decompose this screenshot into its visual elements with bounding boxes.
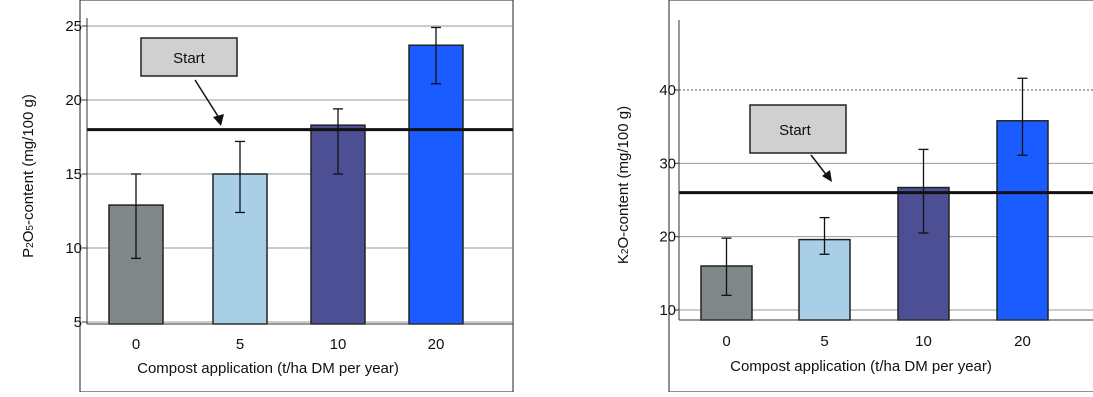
left-y-tick-label: 25 xyxy=(65,18,82,35)
chart-left-x-ticks: 0 5 10 20 xyxy=(132,336,445,353)
right-y-tick-label: 20 xyxy=(659,229,676,246)
right-y-tick-label: 30 xyxy=(659,155,676,172)
chart-left-error-bars xyxy=(131,26,441,260)
right-x-tick-label: 0 xyxy=(722,333,730,350)
chart-right-x-axis-label: Compost application (t/ha DM per year) xyxy=(730,358,992,375)
left-x-tick-label: 20 xyxy=(428,336,445,353)
chart-right-y-ticks: 10 20 30 40 xyxy=(659,82,679,319)
left-y-tick-label: 20 xyxy=(65,92,82,109)
left-y-tick-label: 5 xyxy=(74,314,82,331)
chart-left: 5 10 15 20 25 0 5 10 20 Compost application (t/… xyxy=(20,0,514,393)
chart-right: 10 20 30 40 0 5 10 20 Compost application (t/h… xyxy=(615,0,1093,393)
chart-right-start-label: Start xyxy=(779,122,812,139)
left-y-tick-label: 10 xyxy=(65,240,82,257)
right-y-tick-label: 40 xyxy=(659,82,676,99)
chart-left-y-axis-label: P2O5-content (mg/100 g) xyxy=(20,94,37,258)
chart-right-x-ticks: 0 5 10 20 xyxy=(722,333,1031,350)
right-x-tick-label: 20 xyxy=(1014,333,1031,350)
chart-left-y-ticks: 5 10 15 20 25 xyxy=(65,18,87,331)
chart-left-x-axis-label: Compost application (t/ha DM per year) xyxy=(137,360,399,377)
chart-right-error-bars xyxy=(721,77,1028,296)
left-bar-20 xyxy=(408,44,464,325)
chart-left-start-label: Start xyxy=(173,50,206,67)
chart-left-start-callout: Start xyxy=(140,37,238,126)
chart-right-y-axis-label: K2O-content (mg/100 g) xyxy=(615,106,632,264)
left-y-tick-label: 15 xyxy=(65,166,82,183)
right-x-tick-label: 5 xyxy=(820,333,828,350)
left-x-tick-label: 0 xyxy=(132,336,140,353)
left-x-tick-label: 10 xyxy=(330,336,347,353)
chart-right-start-callout: Start xyxy=(749,104,847,182)
right-x-tick-label: 10 xyxy=(915,333,932,350)
left-x-tick-label: 5 xyxy=(236,336,244,353)
right-y-tick-label: 10 xyxy=(659,302,676,319)
